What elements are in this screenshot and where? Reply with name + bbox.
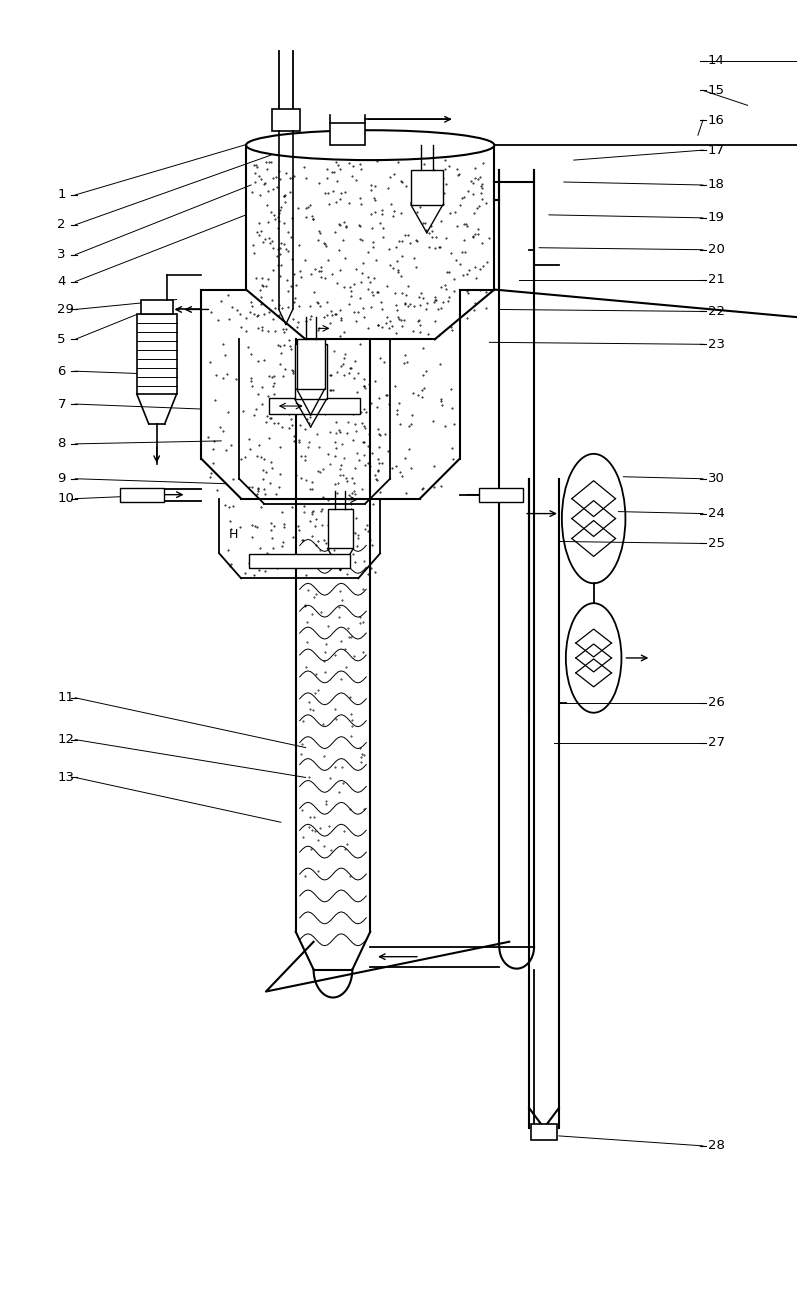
Text: 27: 27 xyxy=(708,736,725,749)
Text: 2: 2 xyxy=(58,218,66,231)
Bar xyxy=(141,301,173,314)
Text: 11: 11 xyxy=(58,692,74,705)
Bar xyxy=(479,488,523,501)
Text: 7: 7 xyxy=(58,397,66,410)
Text: 8: 8 xyxy=(58,437,66,450)
Bar xyxy=(120,488,164,501)
Text: 28: 28 xyxy=(708,1140,725,1153)
Text: 14: 14 xyxy=(708,55,725,67)
Text: 13: 13 xyxy=(58,771,74,784)
Text: 21: 21 xyxy=(708,273,725,286)
Bar xyxy=(269,398,360,414)
Bar xyxy=(272,109,300,131)
Text: 23: 23 xyxy=(708,337,725,350)
Bar xyxy=(294,344,326,398)
Bar xyxy=(411,170,442,205)
Text: 20: 20 xyxy=(708,243,725,256)
Bar xyxy=(330,123,366,145)
Text: 25: 25 xyxy=(708,537,725,550)
Text: 5: 5 xyxy=(58,332,66,345)
Text: 29: 29 xyxy=(58,302,74,315)
Text: 6: 6 xyxy=(58,365,66,378)
Text: 9: 9 xyxy=(58,472,66,485)
Text: 4: 4 xyxy=(58,275,66,288)
Text: H: H xyxy=(229,528,238,541)
Text: 3: 3 xyxy=(58,248,66,261)
Ellipse shape xyxy=(246,130,494,160)
Text: 19: 19 xyxy=(708,212,725,225)
Bar xyxy=(327,509,354,549)
Text: 30: 30 xyxy=(708,472,725,485)
Text: 18: 18 xyxy=(708,179,725,192)
Text: 16: 16 xyxy=(708,114,725,127)
Bar xyxy=(297,339,325,389)
Bar xyxy=(249,554,350,569)
Text: 1: 1 xyxy=(58,188,66,201)
Text: 26: 26 xyxy=(708,696,725,709)
Text: 10: 10 xyxy=(58,492,74,505)
Text: 12: 12 xyxy=(58,733,74,746)
Text: 24: 24 xyxy=(708,508,725,520)
Text: 17: 17 xyxy=(708,144,725,157)
Text: 15: 15 xyxy=(708,84,725,97)
Bar xyxy=(137,314,177,395)
Text: 22: 22 xyxy=(708,305,725,318)
Bar xyxy=(531,1124,557,1140)
